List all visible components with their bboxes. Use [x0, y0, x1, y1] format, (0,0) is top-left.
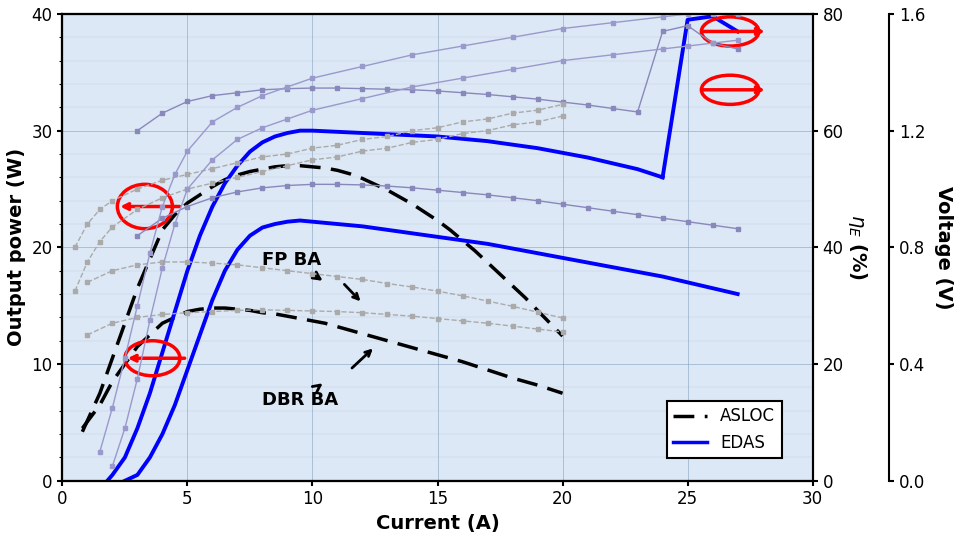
- Legend: ASLOC, EDAS: ASLOC, EDAS: [667, 401, 781, 458]
- X-axis label: Current (A): Current (A): [375, 514, 499, 533]
- Text: DBR BA: DBR BA: [262, 385, 339, 409]
- Y-axis label: Voltage (V): Voltage (V): [934, 186, 953, 309]
- Y-axis label: $\eta_E$ (%): $\eta_E$ (%): [846, 214, 869, 280]
- Y-axis label: Output power (W): Output power (W): [7, 148, 26, 347]
- Text: FP BA: FP BA: [262, 251, 322, 279]
